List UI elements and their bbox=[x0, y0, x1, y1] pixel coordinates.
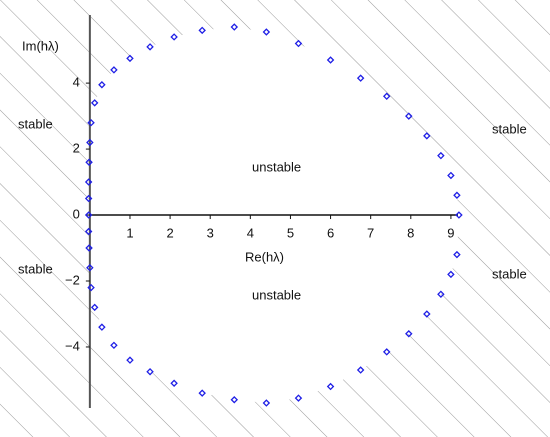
boundary-point bbox=[110, 66, 118, 74]
boundary-point bbox=[110, 341, 118, 350]
boundary-point bbox=[423, 132, 431, 140]
boundary-point bbox=[382, 348, 391, 356]
boundary-point bbox=[437, 151, 445, 160]
boundary-point bbox=[294, 39, 303, 48]
boundary-point bbox=[126, 54, 134, 63]
boundary-point bbox=[86, 138, 94, 147]
boundary-point bbox=[198, 26, 206, 35]
boundary-point bbox=[405, 330, 413, 338]
boundary-point bbox=[198, 389, 206, 397]
boundary-point bbox=[85, 158, 93, 167]
x-tick-label: 6 bbox=[327, 225, 334, 240]
boundary-point bbox=[87, 118, 95, 127]
boundary-point bbox=[262, 28, 271, 36]
x-axis-label: Re(hλ) bbox=[245, 249, 284, 264]
boundary-point bbox=[87, 283, 95, 292]
boundary-point bbox=[455, 211, 463, 219]
x-tick-label: 1 bbox=[126, 225, 133, 240]
boundary-point bbox=[146, 43, 154, 51]
region-label: stable bbox=[492, 121, 527, 136]
x-tick-label: 7 bbox=[367, 225, 374, 240]
boundary-point bbox=[423, 310, 431, 318]
boundary-point bbox=[84, 194, 93, 203]
x-tick-label: 4 bbox=[247, 225, 254, 240]
boundary-point bbox=[170, 379, 178, 387]
y-tick-label: −4 bbox=[65, 338, 80, 353]
boundary-point bbox=[84, 227, 93, 236]
boundary-point bbox=[86, 264, 94, 272]
y-tick-label: 4 bbox=[73, 75, 80, 90]
x-tick-label: 9 bbox=[447, 225, 454, 240]
region-label: unstable bbox=[252, 287, 301, 302]
boundary-point bbox=[453, 191, 461, 199]
boundary-point bbox=[85, 244, 93, 252]
boundary-point bbox=[437, 290, 445, 298]
boundary-point bbox=[453, 250, 461, 259]
boundary-point bbox=[146, 367, 154, 376]
y-tick-label: −2 bbox=[65, 272, 80, 287]
boundary-point bbox=[90, 99, 99, 107]
boundary-point bbox=[326, 56, 335, 64]
x-tick-label: 5 bbox=[287, 225, 294, 240]
region-label: stable bbox=[492, 266, 527, 281]
boundary-point bbox=[447, 171, 455, 180]
boundary-point bbox=[326, 382, 335, 391]
boundary-point bbox=[84, 178, 93, 186]
boundary-point bbox=[405, 112, 413, 120]
region-label: stable bbox=[18, 116, 53, 131]
boundary-point bbox=[98, 323, 106, 331]
boundary-point bbox=[230, 23, 239, 31]
boundary-point bbox=[98, 81, 106, 89]
boundary-point bbox=[356, 366, 365, 374]
boundary-point bbox=[90, 303, 99, 312]
y-tick-label: 0 bbox=[73, 206, 80, 221]
x-tick-label: 8 bbox=[407, 225, 414, 240]
region-label: stable bbox=[18, 261, 53, 276]
boundary-point bbox=[262, 399, 271, 407]
boundary-point bbox=[356, 74, 365, 82]
boundary-point bbox=[447, 270, 455, 279]
x-tick-label: 3 bbox=[207, 225, 214, 240]
boundary-point bbox=[126, 356, 134, 364]
x-tick-label: 2 bbox=[166, 225, 173, 240]
boundary-point bbox=[294, 394, 303, 402]
region-label: unstable bbox=[252, 159, 301, 174]
boundary-point bbox=[230, 395, 239, 404]
y-axis-label: Im(hλ) bbox=[22, 38, 59, 53]
y-tick-label: 2 bbox=[73, 141, 80, 156]
boundary-point bbox=[382, 92, 391, 101]
boundary-point bbox=[84, 211, 93, 219]
boundary-point bbox=[170, 33, 178, 41]
